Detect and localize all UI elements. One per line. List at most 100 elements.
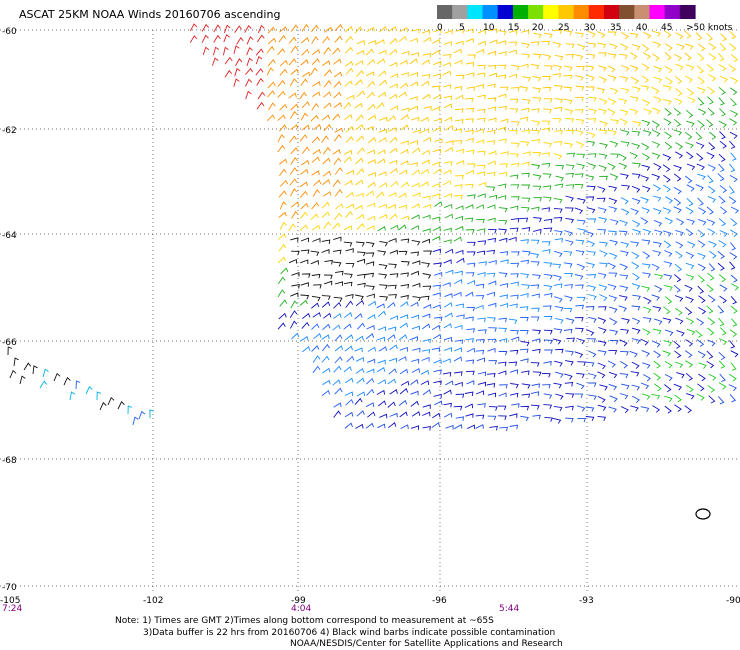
wind-barb [410, 400, 419, 407]
wind-barb [599, 294, 608, 302]
wind-barb [455, 393, 465, 399]
wind-barb [389, 388, 398, 395]
wind-barb [564, 295, 573, 302]
wind-barb [399, 368, 409, 375]
wind-barb [563, 86, 573, 92]
wind-barb [117, 401, 125, 410]
wind-barb [313, 124, 322, 131]
wind-barb [333, 102, 342, 108]
wind-barb [300, 37, 310, 44]
wind-barb [465, 338, 474, 343]
legend-label: 30 [584, 23, 596, 33]
wind-barb [442, 180, 452, 186]
wind-barb [519, 348, 529, 354]
wind-barb [321, 295, 331, 300]
wind-barb [445, 380, 454, 386]
wind-barb [421, 356, 430, 362]
wind-barb [433, 393, 442, 399]
wind-barb [708, 373, 717, 381]
wind-barb [730, 296, 738, 305]
wind-barb [729, 373, 737, 382]
wind-barb [476, 357, 485, 363]
wind-barb [609, 395, 618, 403]
wind-barb [301, 124, 310, 131]
wind-barb [300, 335, 309, 342]
wind-barb [718, 153, 726, 162]
wind-barb [431, 347, 441, 352]
wind-barb [618, 162, 628, 170]
wind-barb [444, 161, 453, 166]
wind-barb [553, 140, 563, 146]
wind-barb [431, 161, 441, 167]
wind-barb [653, 372, 661, 381]
wind-barb [707, 385, 715, 393]
wind-barb [378, 49, 387, 55]
wind-barb [444, 203, 453, 209]
wind-barb [456, 160, 465, 165]
wind-barb [509, 424, 519, 430]
wind-barb [322, 379, 331, 386]
wind-barb [477, 94, 486, 100]
wind-barb [442, 61, 451, 67]
wind-barb [300, 237, 310, 243]
wind-barb [631, 142, 641, 150]
wind-barb [599, 241, 608, 247]
wind-barb [277, 144, 286, 153]
wind-barb [344, 80, 353, 87]
legend-label: 0 [437, 23, 443, 33]
wind-barb [411, 325, 420, 331]
wind-barb [620, 250, 629, 257]
legend-label: 35 [610, 23, 621, 33]
wind-barb [575, 250, 585, 256]
wind-barb [355, 60, 364, 66]
wind-barb [355, 114, 364, 122]
wind-barb [290, 320, 298, 329]
wind-barb [378, 79, 388, 87]
wind-barb [654, 273, 664, 280]
wind-barb [365, 126, 374, 131]
wind-barb [443, 336, 453, 342]
wind-barb [390, 73, 399, 78]
wind-barb [564, 108, 574, 115]
time-label-544: 5:44 [499, 604, 519, 614]
wind-barb [299, 134, 308, 142]
wind-barb [345, 203, 355, 209]
wind-barb [708, 240, 717, 248]
wind-barb [632, 294, 641, 301]
wind-barb [477, 371, 487, 377]
wind-barb [718, 218, 727, 227]
wind-barb [486, 272, 496, 278]
wind-barb [631, 283, 641, 290]
wind-barb [673, 118, 682, 127]
wind-barb [730, 305, 738, 314]
wind-barb [719, 140, 727, 149]
lon-label-105: -105 [0, 596, 20, 606]
wind-barb [706, 119, 714, 128]
wind-barb [508, 41, 518, 47]
wind-barb [344, 391, 354, 397]
wind-barb [23, 362, 32, 371]
wind-barb [324, 274, 333, 280]
wind-barb [455, 28, 464, 34]
wind-barb [433, 316, 443, 321]
wind-barb [466, 306, 476, 312]
wind-barb [333, 81, 342, 88]
wind-barb [664, 361, 673, 369]
wind-barb [663, 240, 672, 249]
wind-barb [410, 314, 420, 320]
wind-barb [686, 120, 695, 127]
wind-barb [411, 411, 421, 417]
wind-barb [620, 406, 629, 414]
wind-barb [455, 205, 464, 211]
wind-barb [697, 383, 705, 392]
wind-barb [422, 93, 431, 100]
wind-barb [674, 361, 684, 368]
wind-barb [586, 53, 596, 59]
wind-barb [421, 80, 430, 87]
wind-barb [291, 250, 300, 256]
wind-barb [466, 370, 475, 376]
wind-barb [488, 28, 498, 34]
wind-barb [498, 361, 507, 367]
latitude-labels: -60 -62 -64 -66 -68 -70 [2, 27, 17, 593]
wind-barb [498, 105, 507, 111]
